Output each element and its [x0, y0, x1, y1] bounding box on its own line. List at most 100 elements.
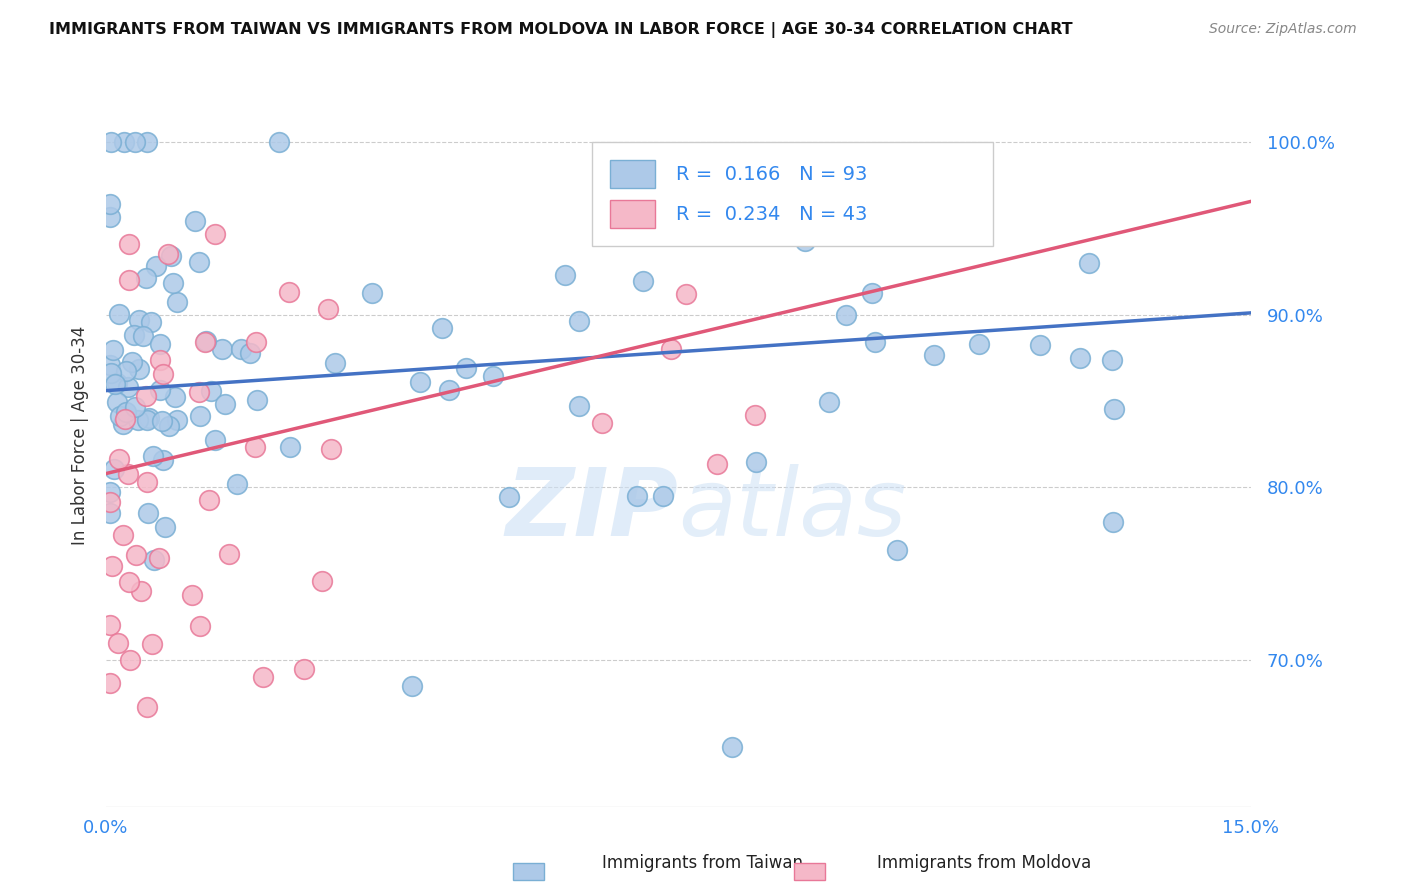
Point — [1102, 401, 1125, 416]
Point — [745, 454, 768, 468]
Point — [568, 314, 591, 328]
Point — [149, 353, 172, 368]
Point — [631, 274, 654, 288]
Point — [98, 618, 121, 632]
Point — [107, 451, 129, 466]
Point — [104, 377, 127, 392]
Point — [101, 558, 124, 573]
Point — [652, 489, 675, 503]
Point — [967, 337, 990, 351]
Point — [141, 315, 163, 329]
Text: ZIP: ZIP — [506, 464, 678, 556]
Point — [100, 366, 122, 380]
Point — [184, 213, 207, 227]
Point — [229, 343, 252, 357]
Point — [187, 384, 209, 399]
Point — [108, 307, 131, 321]
Point — [409, 375, 432, 389]
Point — [1077, 256, 1099, 270]
Point — [481, 368, 503, 383]
Point — [108, 409, 131, 423]
Point — [323, 356, 346, 370]
Point — [115, 364, 138, 378]
Point — [117, 467, 139, 481]
Point — [225, 477, 247, 491]
Point — [152, 367, 174, 381]
Point — [188, 254, 211, 268]
Y-axis label: In Labor Force | Age 30-34: In Labor Force | Age 30-34 — [72, 326, 89, 545]
Point — [204, 433, 226, 447]
Point — [439, 384, 461, 398]
Point — [141, 637, 163, 651]
Point — [121, 355, 143, 369]
Point — [138, 410, 160, 425]
FancyBboxPatch shape — [610, 200, 655, 228]
Point — [454, 361, 477, 376]
Text: R =  0.166   N = 93: R = 0.166 N = 93 — [676, 164, 868, 184]
Point — [157, 419, 180, 434]
Point — [246, 392, 269, 407]
Point — [1102, 515, 1125, 529]
Point — [162, 276, 184, 290]
Point — [124, 548, 146, 562]
Point — [152, 453, 174, 467]
Point — [145, 260, 167, 274]
Point — [118, 574, 141, 589]
Point — [98, 358, 121, 372]
Point — [659, 342, 682, 356]
Point — [498, 490, 520, 504]
Point — [98, 506, 121, 520]
Text: IMMIGRANTS FROM TAIWAN VS IMMIGRANTS FROM MOLDOVA IN LABOR FORCE | AGE 30-34 COR: IMMIGRANTS FROM TAIWAN VS IMMIGRANTS FRO… — [49, 22, 1073, 38]
Point — [124, 135, 146, 149]
Point — [150, 414, 173, 428]
Point — [134, 270, 156, 285]
Point — [135, 389, 157, 403]
Point — [107, 636, 129, 650]
Point — [591, 417, 613, 431]
Point — [127, 412, 149, 426]
Point — [267, 135, 290, 149]
Point — [278, 441, 301, 455]
Point — [311, 574, 333, 588]
Point — [181, 588, 204, 602]
Point — [922, 348, 945, 362]
Point — [122, 327, 145, 342]
Text: atlas: atlas — [678, 465, 907, 556]
Point — [188, 618, 211, 632]
Point — [721, 739, 744, 754]
Point — [863, 334, 886, 349]
Point — [818, 395, 841, 409]
Point — [319, 442, 342, 457]
Point — [112, 135, 135, 149]
Point — [98, 196, 121, 211]
Point — [200, 384, 222, 398]
Point — [214, 397, 236, 411]
Point — [118, 273, 141, 287]
Point — [1101, 352, 1123, 367]
FancyBboxPatch shape — [610, 160, 655, 188]
Text: Immigrants from Moldova: Immigrants from Moldova — [877, 855, 1091, 872]
Point — [142, 449, 165, 463]
Point — [793, 234, 815, 248]
Point — [218, 548, 240, 562]
Point — [136, 475, 159, 489]
Point — [860, 286, 883, 301]
Point — [195, 334, 218, 349]
Point — [188, 409, 211, 423]
Point — [277, 285, 299, 299]
Point — [243, 440, 266, 454]
Point — [252, 670, 274, 684]
Point — [129, 584, 152, 599]
Point — [128, 313, 150, 327]
Point — [103, 343, 125, 357]
Point — [724, 217, 747, 231]
Point — [149, 383, 172, 397]
Text: Source: ZipAtlas.com: Source: ZipAtlas.com — [1209, 22, 1357, 37]
Point — [148, 551, 170, 566]
Point — [432, 320, 454, 334]
Point — [112, 527, 135, 541]
Point — [166, 413, 188, 427]
Point — [316, 302, 339, 317]
Point — [114, 411, 136, 425]
Point — [138, 506, 160, 520]
